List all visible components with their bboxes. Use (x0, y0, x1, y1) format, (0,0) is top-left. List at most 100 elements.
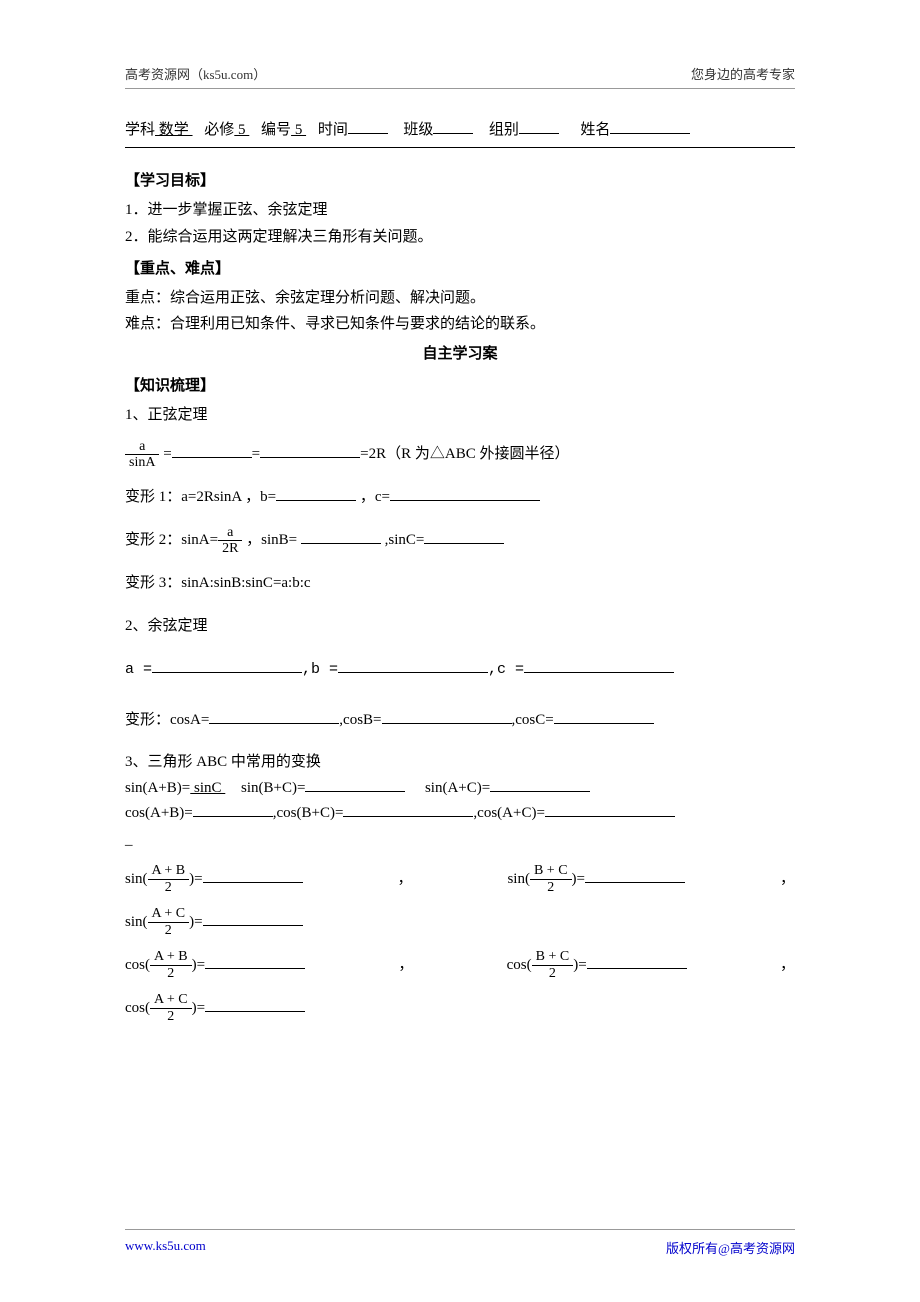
selfstudy-title: 自主学习案 (125, 341, 795, 367)
frac-cbc-num: B + C (532, 949, 574, 965)
frac-ac-den: 2 (148, 923, 190, 938)
k1-var2-den: 2R (218, 541, 242, 556)
k2-cosC-blank (554, 709, 654, 724)
comma2: ， (780, 863, 795, 896)
k3-sinac-blank (490, 777, 590, 792)
subject-value: 数学 (155, 122, 193, 138)
frac-cab-num: A + B (150, 949, 192, 965)
objectives-title: 【学习目标】 (125, 168, 795, 194)
name-label: 姓名 (580, 122, 610, 138)
k3-coshalf-bc: cos(B + C2)= (507, 949, 687, 982)
k1-var2-blank2 (424, 529, 504, 544)
k3-sinab: sin(A+B)= (125, 780, 190, 796)
k1-var1-blank1 (276, 486, 356, 501)
k3-sin-line: sin(A+B)= sinC sin(B+C)= sin(A+C)= (125, 776, 795, 802)
k3-cosab: cos(A+B)= (125, 805, 193, 821)
sinhalf-pre1: sin( (125, 871, 148, 887)
k1-var2-mid: ，sinB= (242, 532, 300, 548)
coshalf-suf2: )= (573, 957, 586, 973)
coshalf-ab-blank (205, 954, 305, 969)
k2-a: a = (125, 661, 152, 678)
coshalf-suf3: )= (192, 1000, 205, 1016)
k2-title: 2、余弦定理 (125, 610, 795, 643)
difficulty-text: 难点：合理利用已知条件、寻求已知条件与要求的结论的联系。 (125, 311, 795, 337)
form-line: 学科 数学 必修 5 编号 5 时间 班级 组别 姓名 (125, 117, 795, 148)
k3-sinhalf-ab: sin(A + B2)= (125, 863, 303, 896)
coshalf-bc-blank (587, 954, 687, 969)
comma3: ， (398, 949, 413, 982)
coshalf-suf1: )= (192, 957, 205, 973)
sinhalf-ac-blank (203, 911, 303, 926)
group-label: 组别 (489, 122, 519, 138)
k1-var1-mid: ，c= (356, 489, 390, 505)
k3-cosbc: ,cos(B+C)= (273, 805, 344, 821)
sinhalf-suf1: )= (189, 871, 202, 887)
page-header: 高考资源网（ks5u.com） 您身边的高考专家 (125, 64, 795, 89)
objective-1: 1．进一步掌握正弦、余弦定理 (125, 197, 795, 223)
frac-cbc: B + C2 (532, 949, 574, 981)
k1-var2-blank1 (301, 529, 381, 544)
k2-line1: a =,b =,c = (125, 653, 795, 686)
k1-blank2 (260, 443, 360, 458)
frac-ab-num: A + B (148, 863, 190, 879)
k2-blank-c (524, 658, 674, 673)
header-left: 高考资源网（ks5u.com） (125, 64, 266, 83)
k3-coshalf-ac: cos(A + C2)= (125, 992, 795, 1025)
k2-var-mid2: ,cosC= (512, 712, 554, 728)
frac-cac: A + C2 (150, 992, 192, 1024)
frac-ac: A + C2 (148, 906, 190, 938)
frac-bc-num: B + C (530, 863, 572, 879)
frac-bc-den: 2 (530, 880, 572, 895)
k3-cosbc-blank (343, 802, 473, 817)
k2-c: ,c = (488, 661, 524, 678)
k1-var2-prefix: 变形 2：sinA= (125, 532, 218, 548)
sinhalf-pre2: sin( (507, 871, 530, 887)
coshalf-pre1: cos( (125, 957, 150, 973)
frac-cac-den: 2 (150, 1009, 192, 1024)
k1-var2-num: a (218, 525, 242, 541)
k2-cosA-blank (209, 709, 339, 724)
frac-cab-den: 2 (150, 966, 192, 981)
k1-fraction: a sinA (125, 439, 159, 471)
keypoint-text: 重点：综合运用正弦、余弦定理分析问题、解决问题。 (125, 285, 795, 311)
name-blank (610, 119, 690, 134)
k1-formula: a sinA ===2R（R 为△ABC 外接圆半径） (125, 438, 795, 471)
class-blank (433, 119, 473, 134)
k1-frac-num: a (125, 439, 159, 455)
k1-var2-mid2: ,sinC= (381, 532, 424, 548)
frac-bc: B + C2 (530, 863, 572, 895)
header-right: 您身边的高考专家 (691, 64, 795, 83)
frac-ab: A + B2 (148, 863, 190, 895)
k2-var-mid1: ,cosB= (339, 712, 381, 728)
k3-title: 3、三角形 ABC 中常用的变换 (125, 749, 795, 775)
k3-coshalf-ab: cos(A + B2)= (125, 949, 305, 982)
k1-var1-prefix: 变形 1：a=2RsinA ，b= (125, 489, 276, 505)
k1-var2-frac: a 2R (218, 525, 242, 557)
frac-cbc-den: 2 (532, 966, 574, 981)
footer-right: 版权所有@高考资源网 (666, 1238, 795, 1257)
k3-cosac-blank (545, 802, 675, 817)
k3-cos-line: cos(A+B)=,cos(B+C)=,cos(A+C)= (125, 801, 795, 827)
k2-blank-b (338, 658, 488, 673)
sinhalf-suf2: )= (572, 871, 585, 887)
objective-2: 2．能综合运用这两定理解决三角形有关问题。 (125, 224, 795, 250)
coshalf-pre2: cos( (507, 957, 532, 973)
sinhalf-pre3: sin( (125, 914, 148, 930)
k3-sinhalf-row1: sin(A + B2)= ， sin(B + C2)= ， (125, 863, 795, 896)
k1-suffix: =2R（R 为△ABC 外接圆半径） (360, 446, 569, 462)
number-label: 编号 (261, 122, 291, 138)
comma4: ， (780, 949, 795, 982)
k1-var1: 变形 1：a=2RsinA ，b= ，c= (125, 481, 795, 514)
keypoints-title: 【重点、难点】 (125, 256, 795, 282)
k2-blank-a (152, 658, 302, 673)
k3-sinbc-blank (305, 777, 405, 792)
k1-var2: 变形 2：sinA= a 2R ，sinB= ,sinC= (125, 524, 795, 557)
k2-var: 变形：cosA=,cosB=,cosC= (125, 704, 795, 737)
coshalf-pre3: cos( (125, 1000, 150, 1016)
k3-sinbc: sin(B+C)= (241, 780, 305, 796)
frac-cac-num: A + C (150, 992, 192, 1008)
required-label: 必修 (204, 122, 234, 138)
coshalf-ac-blank (205, 997, 305, 1012)
footer-left: www.ks5u.com (125, 1238, 206, 1257)
time-label: 时间 (318, 122, 348, 138)
